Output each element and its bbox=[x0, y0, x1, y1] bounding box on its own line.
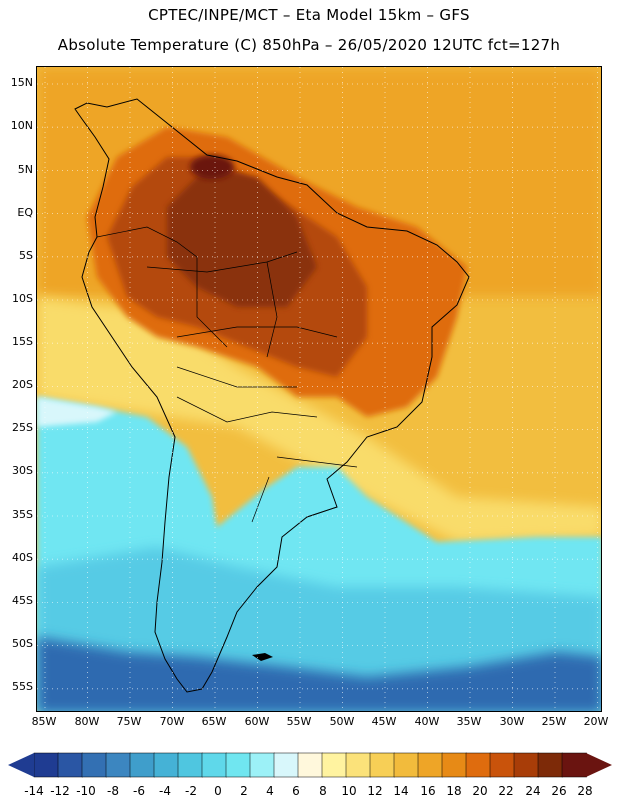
colorbar-label: 8 bbox=[319, 784, 327, 798]
lon-label: 55W bbox=[286, 715, 312, 728]
lat-label: 5N bbox=[17, 163, 33, 176]
colorbar-label: -2 bbox=[185, 784, 197, 798]
lon-label: 65W bbox=[201, 715, 227, 728]
lat-label: 15N bbox=[10, 76, 33, 89]
lon-label: 50W bbox=[329, 715, 355, 728]
lat-label: 45S bbox=[12, 594, 33, 607]
lat-label: 10N bbox=[10, 119, 33, 132]
colorbar-label: 18 bbox=[446, 784, 462, 798]
continent-outline bbox=[74, 98, 470, 693]
colorbar-swatch bbox=[273, 752, 299, 778]
lat-label: 20S bbox=[12, 378, 33, 391]
colorbar-swatch bbox=[81, 752, 107, 778]
colorbar-swatch bbox=[225, 752, 251, 778]
colorbar-label: -10 bbox=[76, 784, 96, 798]
lon-label: 75W bbox=[116, 715, 142, 728]
lat-label: 10S bbox=[12, 292, 33, 305]
colorbar-label: -12 bbox=[50, 784, 70, 798]
colorbar-label: 10 bbox=[341, 784, 357, 798]
lon-label: 70W bbox=[159, 715, 185, 728]
lon-label: 80W bbox=[74, 715, 100, 728]
lat-label: 5S bbox=[19, 249, 33, 262]
lat-label: 55S bbox=[12, 680, 33, 693]
colorbar-label: -6 bbox=[133, 784, 145, 798]
colorbar-label: -8 bbox=[107, 784, 119, 798]
lat-label: 40S bbox=[12, 551, 33, 564]
colorbar-label: 28 bbox=[577, 784, 593, 798]
colorbar-swatch bbox=[129, 752, 155, 778]
colorbar bbox=[8, 752, 612, 778]
colorbar-label: 0 bbox=[214, 784, 222, 798]
lat-label: 35S bbox=[12, 508, 33, 521]
colorbar-label: 24 bbox=[525, 784, 541, 798]
lon-label: 60W bbox=[244, 715, 270, 728]
colorbar-label: 12 bbox=[367, 784, 383, 798]
lat-label: 25S bbox=[12, 421, 33, 434]
colorbar-swatch bbox=[201, 752, 227, 778]
colorbar-swatch bbox=[393, 752, 419, 778]
colorbar-swatch bbox=[153, 752, 179, 778]
lon-label: 85W bbox=[31, 715, 57, 728]
colorbar-swatch bbox=[345, 752, 371, 778]
colorbar-swatch bbox=[369, 752, 395, 778]
colorbar-swatch bbox=[249, 752, 275, 778]
colorbar-swatch bbox=[321, 752, 347, 778]
colorbar-swatch bbox=[489, 752, 515, 778]
colorbar-label: 22 bbox=[498, 784, 514, 798]
colorbar-label: -4 bbox=[159, 784, 171, 798]
colorbar-swatch bbox=[177, 752, 203, 778]
colorbar-min-arrow bbox=[8, 753, 34, 777]
lon-label: 35W bbox=[456, 715, 482, 728]
lat-label: 50S bbox=[12, 637, 33, 650]
colorbar-label: 4 bbox=[266, 784, 274, 798]
transition-band-yellow bbox=[37, 297, 601, 542]
temperature-map[interactable] bbox=[36, 66, 602, 712]
country-borders bbox=[96, 226, 358, 523]
lat-label: 30S bbox=[12, 464, 33, 477]
lat-label: 15S bbox=[12, 335, 33, 348]
falkland-islands bbox=[252, 653, 273, 661]
colorbar-label: 20 bbox=[472, 784, 488, 798]
colorbar-label: 26 bbox=[551, 784, 567, 798]
lon-label: 45W bbox=[371, 715, 397, 728]
colorbar-label: 6 bbox=[292, 784, 300, 798]
colorbar-swatch bbox=[465, 752, 491, 778]
colorbar-swatch bbox=[105, 752, 131, 778]
lon-label: 40W bbox=[414, 715, 440, 728]
coldest-field bbox=[37, 637, 601, 711]
map-subtitle: Absolute Temperature (C) 850hPa – 26/05/… bbox=[57, 36, 561, 54]
hottest-core bbox=[190, 155, 234, 179]
lat-label: EQ bbox=[17, 206, 33, 219]
colorbar-label: 16 bbox=[420, 784, 436, 798]
colorbar-label: 2 bbox=[240, 784, 248, 798]
colorbar-swatch bbox=[537, 752, 563, 778]
lon-label: 25W bbox=[541, 715, 567, 728]
colorbar-max-arrow bbox=[586, 753, 612, 777]
colorbar-swatch bbox=[33, 752, 59, 778]
colorbar-label: 14 bbox=[393, 784, 409, 798]
map-title: CPTEC/INPE/MCT – Eta Model 15km – GFS bbox=[148, 6, 470, 24]
colorbar-swatch bbox=[513, 752, 539, 778]
colorbar-swatch bbox=[441, 752, 467, 778]
lon-label: 20W bbox=[583, 715, 609, 728]
colorbar-swatch bbox=[297, 752, 323, 778]
colorbar-swatch bbox=[561, 752, 587, 778]
pale-band bbox=[37, 397, 117, 427]
colorbar-label: -14 bbox=[24, 784, 44, 798]
colorbar-swatch bbox=[417, 752, 443, 778]
lon-label: 30W bbox=[499, 715, 525, 728]
colorbar-swatch bbox=[57, 752, 83, 778]
